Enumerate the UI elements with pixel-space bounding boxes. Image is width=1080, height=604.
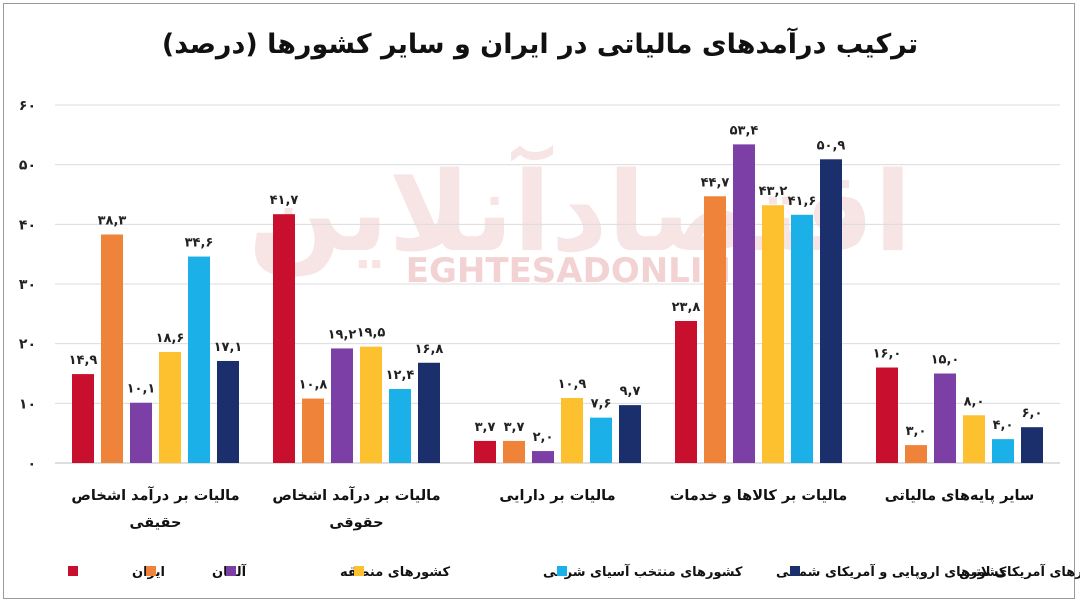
- data-label: ۱۲,۴: [386, 368, 415, 383]
- bar: [418, 362, 440, 463]
- bar: [273, 214, 295, 463]
- data-label: ۴,۰: [993, 418, 1014, 433]
- bar: [159, 352, 181, 463]
- data-label: ۱۵,۰: [931, 353, 960, 368]
- category-label: مالیات بر دارایی: [499, 488, 615, 504]
- bar: [820, 159, 842, 463]
- bar: [791, 214, 813, 463]
- data-label: ۴۴,۷: [701, 175, 730, 190]
- data-label: ۸,۰: [964, 394, 985, 409]
- bar: [733, 144, 755, 463]
- data-label: ۳۴,۶: [185, 236, 214, 251]
- data-label: ۵۰,۹: [817, 138, 846, 153]
- category-label: سایر پایه‌های مالیاتی: [885, 488, 1035, 504]
- legend-swatch: [68, 566, 78, 576]
- legend-swatch: [226, 566, 236, 576]
- y-tick-label: ۰: [27, 456, 36, 472]
- bar: [675, 320, 697, 463]
- y-tick-label: ۴۰: [19, 217, 36, 233]
- data-label: ۴۳,۲: [759, 184, 788, 199]
- data-label: ۷,۶: [591, 397, 612, 412]
- y-tick-label: ۳۰: [19, 277, 36, 293]
- data-label: ۲۳,۸: [672, 300, 701, 315]
- bar: [503, 440, 525, 463]
- legend-swatch: [354, 566, 364, 576]
- category-label: حقیقی: [130, 515, 182, 531]
- legend-swatch: [557, 566, 567, 576]
- data-label: ۱۴,۹: [69, 353, 98, 368]
- data-label: ۴۱,۷: [270, 193, 299, 208]
- bar: [1021, 427, 1043, 463]
- category-label: مالیات بر درآمد اشخاص: [71, 486, 239, 504]
- y-tick-label: ۱۰: [19, 396, 36, 412]
- bar: [876, 367, 898, 463]
- legend-swatch: [146, 566, 156, 576]
- legend-label: کشورهای منطقه: [340, 565, 450, 580]
- bar: [963, 415, 985, 463]
- legend-label: کشورهای منتخب آسیای شرقی: [543, 563, 743, 580]
- data-label: ۱۰,۹: [558, 377, 587, 392]
- data-label: ۱۰,۸: [299, 378, 328, 393]
- bar: [302, 398, 324, 463]
- data-label: ۱۹,۵: [357, 326, 386, 341]
- bar: [704, 196, 726, 464]
- data-label: ۱۹,۲: [328, 327, 357, 342]
- bar: [389, 389, 411, 463]
- data-label: ۳,۷: [475, 420, 496, 435]
- bar: [101, 234, 123, 463]
- bars: [72, 144, 1043, 464]
- category-label: مالیات بر درآمد اشخاص: [272, 486, 440, 504]
- bar: [130, 402, 152, 463]
- bar: [590, 417, 612, 463]
- category-label: مالیات بر کالاها و خدمات: [670, 488, 847, 504]
- bar: [72, 374, 94, 463]
- bar: [474, 440, 496, 463]
- category-label: حقوقی: [329, 515, 383, 531]
- chart-frame: [3, 3, 1075, 599]
- data-label: ۱۷,۱: [214, 340, 243, 355]
- legend-label: کشورهای اروپایی و آمریکای شمالی: [776, 563, 1007, 580]
- data-label: ۹,۷: [620, 384, 641, 399]
- axes: ۰ ۱۰ ۲۰ ۳۰ ۴۰ ۵۰ ۶۰ مالیات بر درآمد اشخاص حقیقی م…: [19, 98, 1034, 531]
- bar: [188, 256, 210, 463]
- watermark-latin: EGHTESADONLINE: [406, 251, 754, 291]
- bar: [561, 397, 583, 463]
- data-label: ۱۶,۸: [415, 342, 444, 357]
- bar: [217, 360, 239, 463]
- bar: [934, 373, 956, 463]
- legend-swatch: [790, 566, 800, 576]
- data-label: ۱۰,۱: [127, 382, 156, 397]
- bar: [992, 439, 1014, 463]
- chart-title: ترکیب درآمدهای مالیاتی در ایران و سایر ک…: [162, 27, 918, 60]
- bar: [360, 346, 382, 463]
- data-label: ۳۸,۳: [98, 213, 127, 228]
- data-label: ۱۸,۶: [156, 331, 185, 346]
- data-label: ۵۳,۴: [730, 123, 759, 138]
- data-label: ۱۶,۰: [873, 347, 902, 362]
- bar: [905, 445, 927, 463]
- data-label: ۴۱,۶: [788, 194, 817, 209]
- y-tick-label: ۵۰: [19, 158, 36, 174]
- data-label: ۶,۰: [1022, 406, 1043, 421]
- data-label: ۳,۷: [504, 420, 525, 435]
- bar: [619, 405, 641, 463]
- data-label: ۲,۰: [533, 430, 554, 445]
- y-tick-label: ۶۰: [19, 98, 36, 114]
- legend-label: کشورهای آمریکای لاتین: [959, 563, 1080, 580]
- bar: [762, 205, 784, 464]
- bar: [331, 348, 353, 463]
- data-labels: ۱۴,۹ ۳۸,۳ ۱۰,۱ ۱۸,۶ ۳۴,۶ ۱۷,۱ ۴۱,۷ ۱۰,۸ ۱۹,۲ ۱۹,۵…: [69, 123, 1043, 445]
- data-label: ۳,۰: [906, 424, 927, 439]
- y-tick-label: ۲۰: [19, 337, 36, 353]
- bar: [532, 451, 554, 463]
